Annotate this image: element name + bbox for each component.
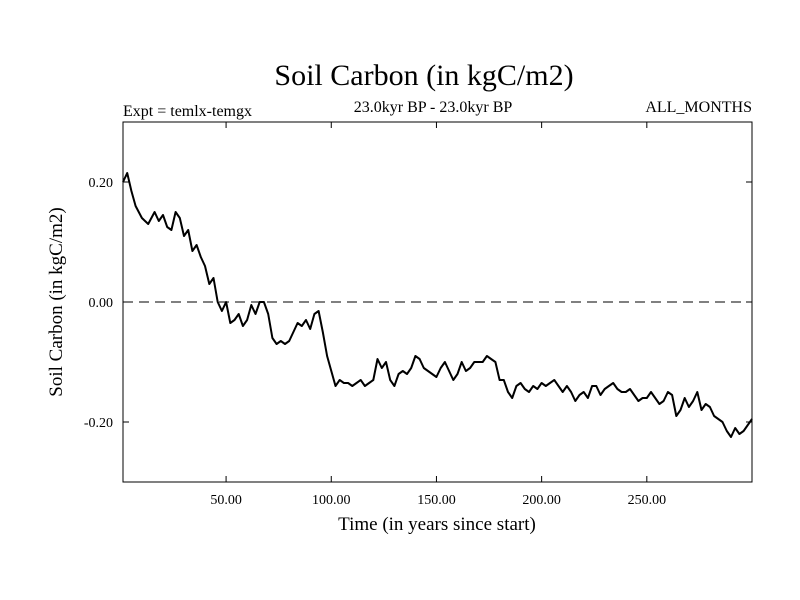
subtitle-left: Expt = temlx-temgx <box>123 103 252 120</box>
x-tick-label: 100.00 <box>312 493 351 508</box>
subtitle-center: 23.0kyr BP - 23.0kyr BP <box>354 99 513 116</box>
subtitle-right: ALL_MONTHS <box>645 99 752 116</box>
x-tick-label: 50.00 <box>210 493 242 508</box>
y-axis-label: Soil Carbon (in kgC/m2) <box>46 207 67 396</box>
chart-title: Soil Carbon (in kgC/m2) <box>274 59 573 92</box>
x-tick-label: 200.00 <box>522 493 561 508</box>
series-line <box>122 172 753 438</box>
y-tick-label: -0.20 <box>84 416 113 431</box>
x-tick-label: 150.00 <box>417 493 456 508</box>
x-axis: 50.00 100.00 150.00 200.00 250.00 <box>210 122 666 508</box>
y-tick-label: 0.00 <box>89 296 114 311</box>
x-tick-label: 250.00 <box>628 493 667 508</box>
y-tick-label: 0.20 <box>89 176 114 191</box>
x-axis-label: Time (in years since start) <box>338 514 536 535</box>
y-axis: 0.20 0.00 -0.20 <box>84 176 752 431</box>
